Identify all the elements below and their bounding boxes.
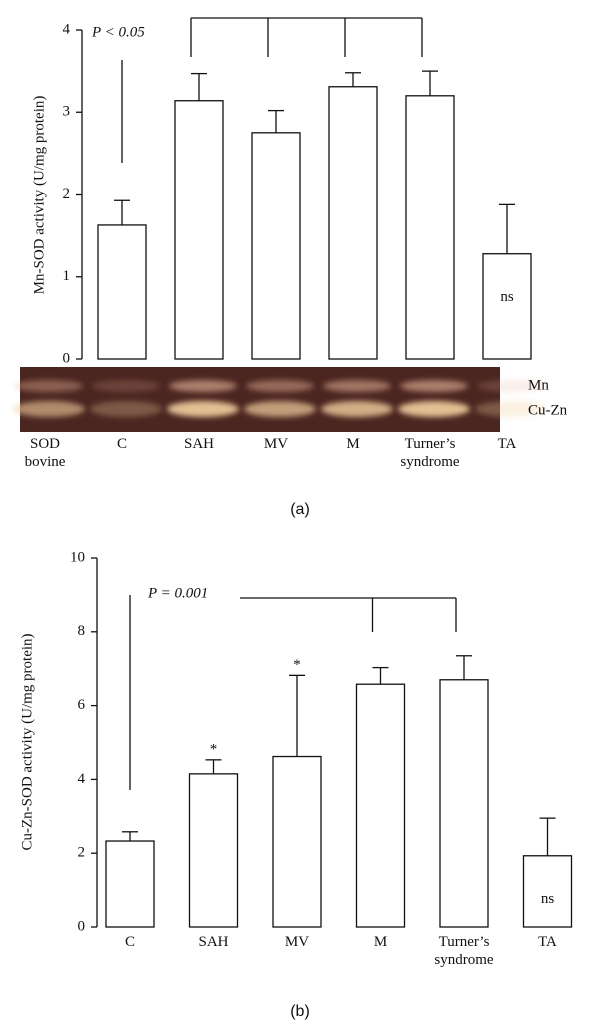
bar (188, 773, 239, 928)
x-tick-label: TA (498, 436, 517, 452)
gel-band (169, 380, 237, 392)
x-tick-label: MV (285, 934, 309, 950)
y-tick-label: 2 (63, 186, 71, 202)
bar (251, 132, 301, 360)
gel-band-label: Mn (528, 377, 549, 393)
y-tick-label: 4 (78, 771, 86, 787)
y-tick-label: 2 (78, 845, 86, 861)
bar (272, 755, 322, 928)
bar (405, 95, 455, 360)
y-tick-label: 0 (63, 350, 71, 366)
gel-band (477, 380, 545, 392)
marker-label: ns (541, 891, 555, 907)
gel-band (246, 380, 314, 392)
x-tick-label: C (117, 436, 127, 452)
y-tick-label: 8 (78, 623, 86, 639)
y-tick-label: 1 (63, 268, 71, 284)
y-tick-label: 6 (78, 697, 86, 713)
x-tick-label: SAH (184, 436, 214, 452)
gel-band (321, 401, 393, 417)
y-tick-label: 0 (78, 918, 86, 934)
bar (355, 683, 406, 928)
x-tick-label: Turner’s syndrome (400, 436, 460, 470)
gel (13, 367, 547, 432)
gel-band (400, 380, 468, 392)
gel-band (244, 401, 316, 417)
x-tick-label: Turner’s syndrome (434, 934, 494, 968)
x-tick-label: SOD bovine (25, 436, 66, 470)
bar (522, 855, 573, 928)
gel-band (167, 401, 239, 417)
y-axis-label: Mn-SOD activity (U/mg protein) (31, 96, 47, 295)
x-tick-label: M (374, 934, 387, 950)
gel-band (475, 401, 547, 417)
gel-band (398, 401, 470, 417)
significance-label: P = 0.001 (147, 585, 208, 601)
marker-label: * (210, 741, 218, 757)
x-tick-label: MV (264, 436, 288, 452)
gel-band (15, 380, 83, 392)
gel-band (90, 401, 162, 417)
y-tick-label: 10 (70, 549, 85, 565)
bar (105, 840, 155, 928)
gel-band (13, 401, 85, 417)
bar (482, 253, 532, 360)
bar (97, 224, 147, 360)
y-axis-label: Cu-Zn-SOD activity (U/mg protein) (19, 633, 35, 850)
bar (174, 100, 224, 360)
x-tick-label: C (125, 934, 135, 950)
y-tick-label: 4 (63, 21, 71, 37)
bar (439, 679, 489, 928)
caption: (a) (290, 501, 310, 518)
marker-label: * (293, 657, 301, 673)
x-tick-label: TA (538, 934, 557, 950)
gel-band-label: Cu-Zn (528, 402, 568, 418)
gel-band (323, 380, 391, 392)
gel-band (92, 380, 160, 392)
x-tick-label: SAH (198, 934, 228, 950)
significance-label: P < 0.05 (91, 24, 145, 40)
bar (328, 86, 378, 360)
caption: (b) (290, 1003, 310, 1020)
y-tick-label: 3 (63, 104, 71, 120)
x-tick-label: M (346, 436, 359, 452)
marker-label: ns (500, 289, 514, 305)
